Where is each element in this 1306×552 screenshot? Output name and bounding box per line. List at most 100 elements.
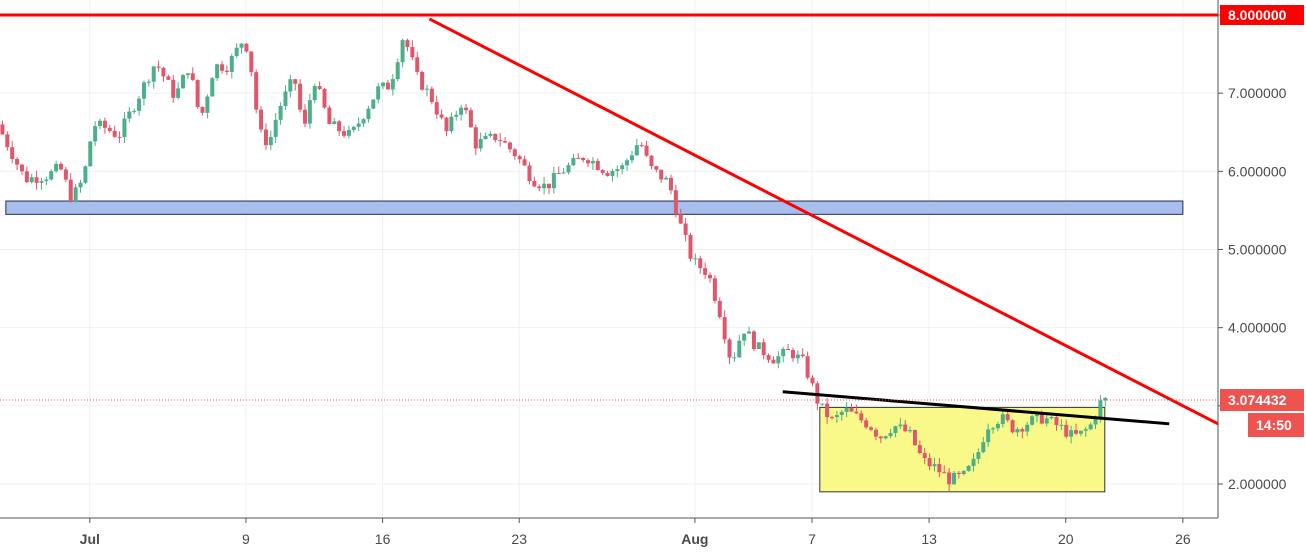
candle-body <box>34 177 39 183</box>
x-tick-label: 26 <box>1175 531 1191 547</box>
candlestick-series <box>0 38 1108 492</box>
candle-body <box>908 430 913 432</box>
candle-body <box>327 107 332 125</box>
candle-body <box>434 102 439 115</box>
candle-body <box>1083 429 1088 431</box>
x-tick-label: 16 <box>375 531 391 547</box>
candle-body <box>644 145 649 156</box>
candle-body <box>917 445 922 453</box>
candle-body <box>522 159 527 166</box>
candle-body <box>751 331 756 350</box>
candle-body <box>1103 397 1108 401</box>
candle-body <box>786 348 791 351</box>
candle-body <box>351 126 356 130</box>
candle-body <box>1010 420 1015 433</box>
candle-body <box>10 147 15 160</box>
candle-body <box>298 83 303 110</box>
candle-body <box>952 472 957 485</box>
candle-body <box>307 100 312 124</box>
countdown-label: 14:50 <box>1256 417 1292 433</box>
candle-body <box>678 214 683 224</box>
candle-body <box>151 66 156 82</box>
candle-body <box>302 109 307 124</box>
candle-body <box>1034 413 1039 417</box>
candle-body <box>790 350 795 359</box>
candle-body <box>942 472 947 474</box>
candle-body <box>185 73 190 76</box>
candle-body <box>263 129 268 146</box>
candle-body <box>820 403 825 405</box>
candle-body <box>981 442 986 453</box>
candle-body <box>102 120 107 128</box>
candle-body <box>424 88 429 90</box>
candle-body <box>610 170 615 176</box>
candle-body <box>220 64 225 71</box>
candle-body <box>210 78 215 97</box>
candle-body <box>468 110 473 128</box>
x-tick-label: 20 <box>1058 531 1074 547</box>
candle-body <box>346 129 351 136</box>
candle-body <box>966 465 971 471</box>
candle-body <box>761 342 766 356</box>
annotation-overlay <box>0 13 1219 426</box>
candle-body <box>693 258 698 260</box>
candle-body <box>834 415 839 418</box>
candle-body <box>1054 416 1059 426</box>
candle-body <box>190 73 195 80</box>
candle-body <box>849 407 854 412</box>
candle-body <box>464 107 469 111</box>
candle-body <box>639 145 644 147</box>
candle-body <box>830 417 835 419</box>
candle-body <box>98 120 103 127</box>
candle-body <box>629 155 634 161</box>
candle-body <box>620 165 625 170</box>
candle-body <box>322 88 327 108</box>
candle-body <box>429 88 434 103</box>
candle-body <box>15 159 20 165</box>
candle-body <box>293 79 298 84</box>
candle-body <box>825 403 830 418</box>
candle-body <box>107 127 112 131</box>
candle-body <box>586 160 591 164</box>
candle-body <box>1059 424 1064 426</box>
candle-body <box>878 436 883 439</box>
candle-body <box>376 86 381 100</box>
candle-body <box>844 407 849 412</box>
candle-body <box>498 140 503 142</box>
candle-body <box>605 172 610 176</box>
candle-body <box>420 71 425 90</box>
candle-body <box>44 179 49 182</box>
candle-body <box>683 223 688 235</box>
candle-body <box>1030 416 1035 425</box>
candle-body <box>859 413 864 421</box>
candle-body <box>581 157 586 161</box>
candle-body <box>673 190 678 215</box>
candle-body <box>873 429 878 437</box>
candle-body <box>561 172 566 174</box>
candle-body <box>771 359 776 364</box>
candle-body <box>776 356 781 364</box>
candle-body <box>342 131 347 136</box>
candle-body <box>1069 430 1074 437</box>
x-tick-label: 7 <box>808 531 816 547</box>
x-tick-label: Aug <box>681 531 708 547</box>
candle-body <box>903 424 908 432</box>
annotation-underlay <box>5 200 1184 493</box>
candle-body <box>29 177 34 183</box>
candle-body <box>1015 429 1020 433</box>
candle-body <box>156 66 161 68</box>
candle-body <box>78 182 83 188</box>
candle-body <box>88 141 93 167</box>
candle-body <box>1000 414 1005 424</box>
x-tick-label: 13 <box>921 531 937 547</box>
candle-body <box>503 141 508 143</box>
candle-body <box>722 317 727 340</box>
candle-body <box>141 82 146 99</box>
candle-body <box>381 82 386 87</box>
candle-body <box>5 134 10 148</box>
candle-body <box>654 166 659 170</box>
y-tick-label: 4.000000 <box>1228 320 1287 336</box>
candle-body <box>239 43 244 48</box>
